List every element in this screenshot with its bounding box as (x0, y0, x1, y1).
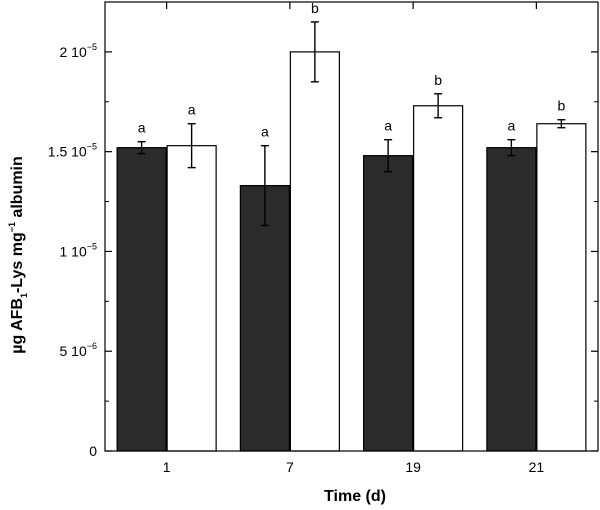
y-tick-label: 5 10−6 (59, 341, 97, 359)
x-tick-label: 1 (163, 459, 171, 475)
bar (413, 105, 464, 452)
x-tick-label: 21 (529, 459, 545, 475)
bar (289, 51, 340, 452)
y-axis-title-tail: albumin (9, 156, 26, 222)
bar (486, 147, 537, 452)
axes: 05 10−61 10−51.5 10−52 10−51 7 19 21 (48, 1, 599, 475)
y-axis-title: µg AFB1-Lys mg−1 albumin (7, 156, 29, 354)
bar (363, 155, 414, 452)
y-tick-label-exponent: −5 (87, 142, 97, 152)
x-tick-label: 7 (286, 459, 294, 475)
y-tick-label: 0 (89, 443, 97, 459)
y-axis-title-superscript: −1 (7, 222, 17, 232)
y-tick-label-value: 5 10 (59, 343, 86, 359)
y-tick-label: 1.5 10−5 (48, 142, 97, 160)
y-tick-label: 1 10−5 (59, 241, 97, 259)
y-tick-label-exponent: −5 (87, 241, 97, 251)
x-axis-title: Time (d) (324, 488, 386, 505)
x-tick-label: 19 (405, 459, 421, 475)
y-axis-title-main: µg AFB (9, 298, 26, 354)
y-axis-title-subscript: 1 (19, 293, 29, 298)
bar (116, 147, 167, 452)
significance-letter: b (311, 0, 319, 16)
y-axis-title-mid: -Lys mg (9, 232, 26, 293)
y-tick-label-exponent: −6 (87, 341, 97, 351)
significance-letter: a (507, 118, 515, 134)
significance-letter: a (384, 118, 392, 134)
y-tick-label-value: 0 (89, 443, 97, 459)
plot-area: a a a b a b a b (116, 0, 587, 452)
y-tick-label-exponent: −5 (87, 42, 97, 52)
plot-frame (104, 1, 599, 452)
y-tick-label: 2 10−5 (59, 42, 97, 60)
y-tick-label-value: 1.5 10 (48, 144, 87, 160)
bar (536, 123, 587, 452)
significance-letter: a (188, 102, 196, 118)
y-tick-label-value: 1 10 (59, 243, 86, 259)
y-tick-label-value: 2 10 (59, 44, 86, 60)
bar (166, 145, 217, 452)
significance-letter: a (261, 124, 269, 140)
significance-letter: b (557, 98, 565, 114)
significance-letter: b (434, 72, 442, 88)
significance-letter: a (138, 120, 146, 136)
